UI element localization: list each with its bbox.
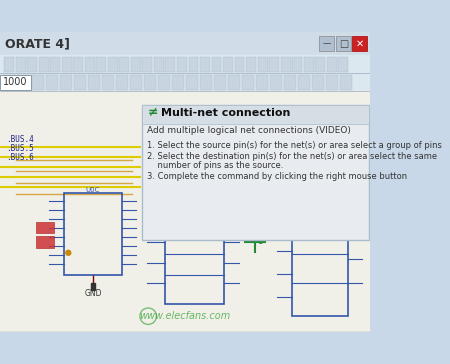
Bar — [172, 75, 184, 90]
Text: ≠: ≠ — [147, 106, 158, 119]
Bar — [142, 104, 369, 124]
Bar — [130, 75, 142, 90]
Text: www.elecfans.com: www.elecfans.com — [140, 311, 231, 321]
Bar — [340, 75, 352, 90]
Text: 1. Select the source pin(s) for the net(s) or area select a group of pins: 1. Select the source pin(s) for the net(… — [147, 141, 441, 150]
Bar — [88, 75, 100, 90]
Text: .BUS.5: .BUS.5 — [7, 144, 34, 153]
Bar — [39, 57, 49, 72]
Bar — [60, 75, 72, 90]
Bar — [228, 75, 240, 90]
Bar — [258, 57, 268, 72]
Bar — [102, 75, 114, 90]
Bar — [32, 75, 45, 90]
Text: 3. Complete the command by clicking the right mouse button: 3. Complete the command by clicking the … — [147, 172, 407, 181]
Bar — [242, 75, 254, 90]
Bar — [223, 57, 233, 72]
Text: 1000: 1000 — [4, 78, 28, 87]
Bar — [177, 57, 187, 72]
Bar — [234, 57, 244, 72]
Bar — [256, 75, 268, 90]
Bar — [0, 73, 370, 91]
Text: U0C: U0C — [86, 187, 100, 193]
Bar — [46, 75, 58, 90]
Bar — [336, 36, 351, 51]
Bar — [246, 57, 256, 72]
Bar — [166, 57, 176, 72]
Bar — [74, 75, 86, 90]
Text: .BUS.4: .BUS.4 — [7, 135, 34, 144]
Text: 1: 1 — [257, 237, 262, 246]
Text: Add multiple logical net connections (VIDEO): Add multiple logical net connections (VI… — [147, 126, 351, 135]
Bar — [4, 57, 14, 72]
Bar — [36, 222, 54, 233]
Bar — [304, 57, 314, 72]
Bar — [165, 209, 224, 304]
Bar — [284, 75, 297, 90]
Text: Multi-net connection: Multi-net connection — [162, 108, 291, 118]
Bar — [320, 36, 334, 51]
Bar — [292, 193, 348, 316]
Text: BH+777: BH+777 — [307, 188, 333, 193]
Bar — [200, 75, 212, 90]
Bar — [166, 213, 191, 236]
Bar — [90, 283, 95, 290]
Bar — [214, 75, 226, 90]
Bar — [119, 57, 129, 72]
Text: ORATE 4]: ORATE 4] — [5, 37, 70, 50]
Bar — [338, 57, 348, 72]
Bar — [269, 57, 279, 72]
Text: .BUS.6: .BUS.6 — [7, 153, 34, 162]
Bar — [62, 57, 72, 72]
Text: ✕: ✕ — [356, 39, 364, 49]
Bar — [0, 75, 32, 90]
Bar — [108, 57, 118, 72]
Bar — [142, 57, 152, 72]
Bar — [212, 57, 221, 72]
Text: 2G.G34: 2G.G34 — [182, 204, 206, 209]
Bar — [16, 57, 26, 72]
Bar — [85, 57, 94, 72]
Bar — [142, 104, 369, 241]
Bar — [352, 36, 367, 51]
Bar — [326, 75, 338, 90]
Bar — [200, 57, 210, 72]
Bar — [270, 75, 282, 90]
Bar — [315, 57, 325, 72]
Bar — [4, 75, 17, 90]
Circle shape — [66, 250, 71, 255]
Bar — [64, 193, 122, 275]
Text: —: — — [323, 39, 331, 48]
Text: □: □ — [339, 39, 348, 49]
Bar — [0, 55, 370, 73]
Bar — [50, 57, 60, 72]
Bar — [281, 57, 291, 72]
Bar — [154, 57, 164, 72]
Bar — [298, 75, 310, 90]
Bar — [96, 57, 106, 72]
Bar — [292, 57, 302, 72]
Bar — [186, 75, 198, 90]
Bar — [158, 75, 171, 90]
Text: 2. Select the destination pin(s) for the net(s) or area select the same: 2. Select the destination pin(s) for the… — [147, 152, 436, 161]
Bar — [131, 57, 141, 72]
Bar — [116, 75, 128, 90]
Bar — [327, 57, 337, 72]
Bar — [144, 75, 157, 90]
Bar — [189, 57, 198, 72]
Bar — [18, 75, 31, 90]
Text: number of pins as the source.: number of pins as the source. — [147, 161, 283, 170]
Bar — [0, 32, 370, 55]
Bar — [36, 236, 54, 248]
Text: GND: GND — [84, 289, 102, 298]
Bar — [27, 57, 37, 72]
Bar — [312, 75, 324, 90]
Bar — [0, 91, 370, 332]
Bar — [73, 57, 83, 72]
